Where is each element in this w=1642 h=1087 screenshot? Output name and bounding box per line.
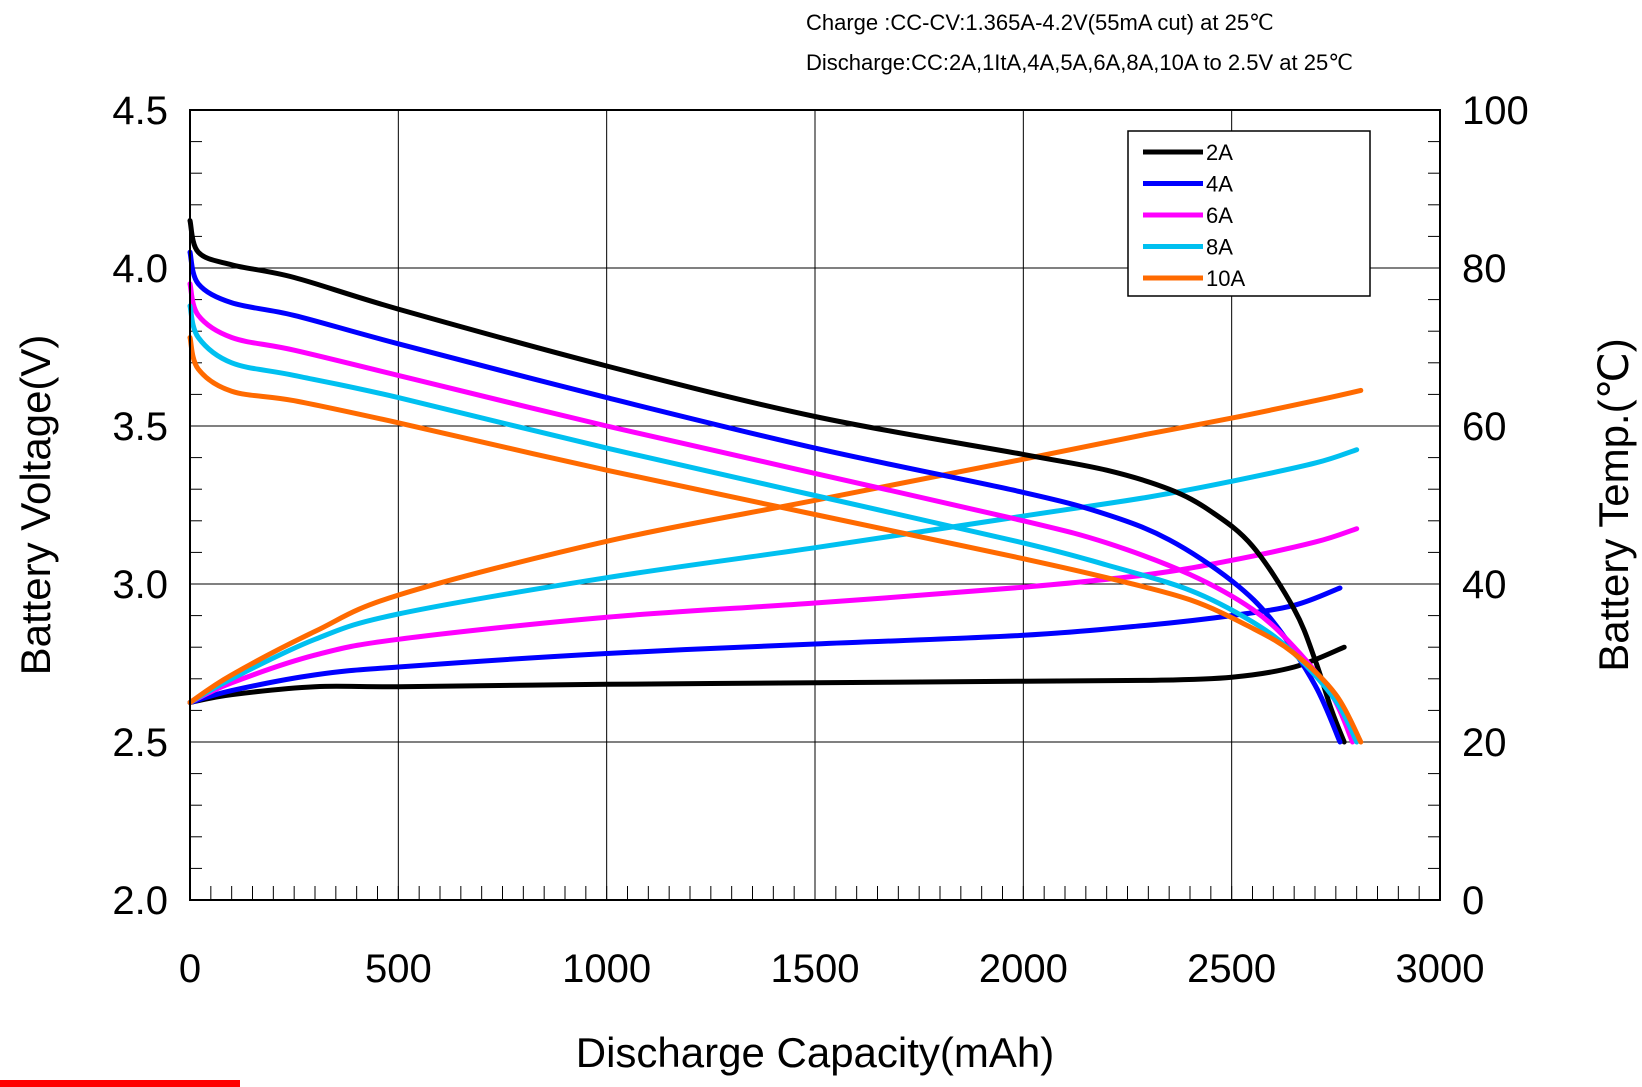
y2-tick-label: 60 (1462, 405, 1507, 449)
y2-tick-label: 40 (1462, 563, 1507, 607)
plot-frame (189, 109, 1441, 901)
charge-note: Charge :CC-CV:1.365A-4.2V(55mA cut) at 2… (806, 10, 1274, 35)
y-tick-label: 2.5 (112, 721, 168, 765)
x-tick-label: 1000 (562, 947, 651, 991)
y-axis-title: Battery Voltage(V) (12, 335, 59, 676)
legend-label-2a: 2A (1206, 140, 1233, 165)
legend-label-6a: 6A (1206, 203, 1233, 228)
y-tick-label: 4.5 (112, 89, 168, 133)
x-tick-label: 2500 (1187, 947, 1276, 991)
voltage-line-4a (187, 249, 1343, 745)
minor-ticks (190, 141, 1440, 900)
y-tick-label: 2.0 (112, 879, 168, 923)
x-tick-label: 0 (179, 947, 201, 991)
y2-tick-label: 0 (1462, 879, 1484, 923)
y2-tick-label: 80 (1462, 247, 1507, 291)
temp-line-2a (187, 644, 1347, 705)
x-tick-label: 3000 (1396, 947, 1485, 991)
temp-line-8a (187, 447, 1360, 705)
legend: 2A 4A 6A 8A 10A (1127, 130, 1371, 297)
x-tick-labels: 0 500 1000 1500 2000 2500 3000 (179, 947, 1485, 991)
red-accent-bar (0, 1080, 240, 1087)
y2-tick-labels: 0 20 40 60 80 100 (1462, 89, 1529, 923)
y-tick-labels: 2.0 2.5 3.0 3.5 4.0 4.5 (112, 89, 168, 923)
x-tick-label: 2000 (979, 947, 1068, 991)
voltage-line-2a (187, 218, 1347, 745)
temp-line-6a (187, 526, 1360, 705)
legend-label-8a: 8A (1206, 235, 1233, 260)
x-tick-label: 500 (365, 947, 432, 991)
voltage-lines (187, 218, 1364, 745)
discharge-note: Discharge:CC:2A,1ItA,4A,5A,6A,8A,10A to … (806, 50, 1353, 75)
y2-tick-label: 20 (1462, 721, 1507, 765)
legend-label-4a: 4A (1206, 172, 1233, 197)
y-tick-label: 4.0 (112, 247, 168, 291)
legend-label-10a: 10A (1206, 266, 1245, 291)
x-tick-label: 1500 (771, 947, 860, 991)
y2-axis-title: Battery Temp.(℃) (1590, 338, 1637, 671)
y-tick-label: 3.0 (112, 563, 168, 607)
voltage-line-6a (187, 281, 1355, 745)
y-tick-label: 3.5 (112, 405, 168, 449)
temp-line-10a (187, 387, 1364, 705)
temperature-lines (187, 387, 1364, 705)
y2-tick-label: 100 (1462, 89, 1529, 133)
voltage-line-10a (187, 335, 1364, 745)
x-axis-title: Discharge Capacity(mAh) (576, 1029, 1055, 1076)
voltage-line-8a (187, 303, 1360, 745)
